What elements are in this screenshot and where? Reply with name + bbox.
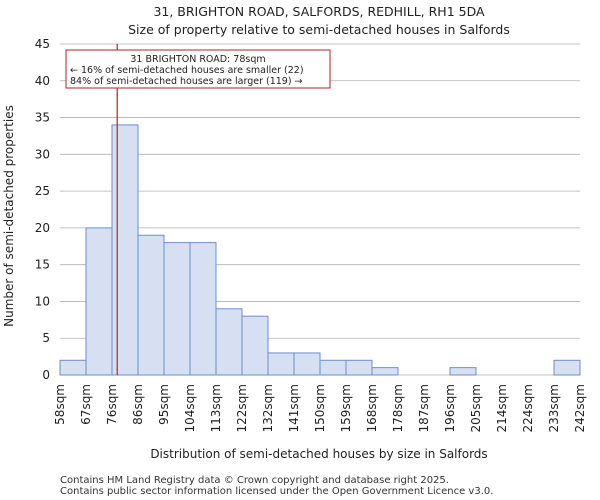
bars [59,124,581,376]
y-tick-label: 20 [35,221,50,235]
x-tick-label: 86sqm [131,384,145,425]
y-tick-label: 45 [35,37,50,51]
x-tick-label: 159sqm [339,384,353,432]
y-tick-label: 35 [35,111,50,125]
x-tick-label: 224sqm [521,384,535,432]
histogram-bar [189,242,217,376]
x-tick-label: 214sqm [495,384,509,432]
x-tick-label: 76sqm [105,384,119,425]
y-tick-label: 40 [35,74,50,88]
x-tick-label: 242sqm [573,384,587,432]
y-axis-label: Number of semi-detached properties [2,105,16,327]
histogram-bar [267,352,295,376]
x-tick-label: 150sqm [313,384,327,432]
y-tick-labels: 0 5 10 15 20 25 30 35 40 45 [35,37,50,382]
histogram-bar [241,315,269,376]
annotation-box: 31 BRIGHTON ROAD: 78sqm ← 16% of semi-de… [65,49,331,89]
x-tick-label: 141sqm [287,384,301,432]
annotation-line-2: ← 16% of semi-detached houses are smalle… [70,65,304,76]
histogram-bar [85,227,113,376]
histogram-bar [137,234,165,376]
y-tick-label: 5 [42,331,50,345]
x-tick-label: 132sqm [261,384,275,432]
x-tick-label: 233sqm [547,384,561,432]
footer-line-1: Contains HM Land Registry data © Crown c… [60,475,449,486]
x-tick-label: 104sqm [183,384,197,432]
histogram-bar [449,367,477,376]
x-tick-label: 196sqm [443,384,457,432]
histogram-bar [293,352,321,376]
annotation-line-3: 84% of semi-detached houses are larger (… [70,76,303,87]
x-tick-label: 187sqm [417,384,431,432]
histogram-bar [111,124,139,376]
x-tick-label: 178sqm [391,384,405,432]
x-tick-label: 205sqm [469,384,483,432]
x-tick-labels: 58sqm 67sqm 76sqm 86sqm 95sqm 104sqm 113sqm 122… [53,384,587,432]
histogram-bar [163,242,191,376]
histogram-bar [215,308,243,376]
annotation-frame [65,49,331,89]
x-axis-label: Distribution of semi-detached houses by … [150,447,487,461]
y-tick-label: 25 [35,184,50,198]
annotation-line-1: 31 BRIGHTON ROAD: 78sqm [130,54,265,65]
histogram-bar [345,359,373,376]
y-tick-label: 15 [35,258,50,272]
histogram-bar [319,359,347,376]
x-tick-label: 67sqm [79,384,93,425]
histogram-bar [371,367,399,376]
y-tick-label: 10 [35,294,50,308]
x-tick-label: 95sqm [157,384,171,425]
chart-subtitle: Size of property relative to semi-detach… [128,22,510,37]
x-tick-label: 122sqm [235,384,249,432]
x-tick-label: 58sqm [53,384,67,425]
x-tick-label: 113sqm [209,384,223,432]
y-tick-label: 0 [42,368,50,382]
chart-title: 31, BRIGHTON ROAD, SALFORDS, REDHILL, RH… [153,4,485,19]
histogram-bar [553,359,581,376]
x-tick-label: 168sqm [365,384,379,432]
y-tick-label: 30 [35,147,50,161]
footer-line-2: Contains public sector information licen… [60,486,493,497]
histogram-bar [59,359,87,376]
